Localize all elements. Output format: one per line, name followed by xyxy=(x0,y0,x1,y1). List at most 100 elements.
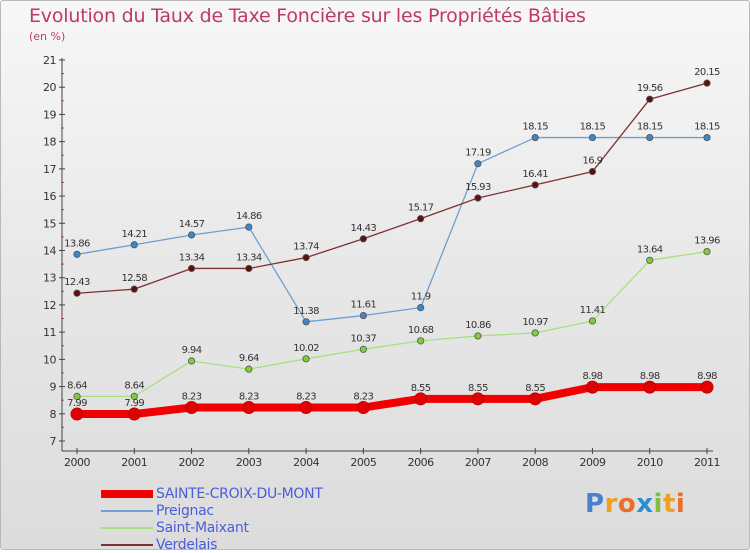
data-label: 13.96 xyxy=(694,236,720,247)
series-preignac: 13.86 14.21 14.57 14.86 11.38 11.61 11.9 17.19 1… xyxy=(64,122,721,326)
logo-letter: i xyxy=(675,489,686,519)
y-tick-label: 21 xyxy=(43,54,56,67)
data-label: 7.99 xyxy=(67,398,87,409)
data-label: 13.34 xyxy=(179,252,205,263)
data-label: 13.86 xyxy=(64,238,90,249)
data-label: 18.15 xyxy=(580,122,606,133)
data-point xyxy=(531,133,539,142)
data-point xyxy=(302,318,310,326)
x-tick-label: 2007 xyxy=(465,456,491,469)
y-tick-label: 10 xyxy=(43,353,56,366)
y-tick-label: 19 xyxy=(43,108,56,121)
legend-label: Preignac xyxy=(156,502,214,519)
data-label: 8.98 xyxy=(640,371,660,382)
legend-swatch xyxy=(101,543,153,546)
data-point xyxy=(245,365,253,373)
data-point xyxy=(703,247,711,256)
series-verdelais: 12.43 12.58 13.34 13.34 13.74 14.43 15.17 15.93… xyxy=(64,67,721,297)
data-point xyxy=(646,256,654,264)
data-point xyxy=(73,250,81,258)
data-label: 11.38 xyxy=(293,306,319,317)
data-label: 8.23 xyxy=(182,392,202,403)
data-label: 10.97 xyxy=(522,317,548,328)
data-label: 12.58 xyxy=(121,273,147,284)
data-label: 14.57 xyxy=(179,219,205,230)
data-label: 8.23 xyxy=(353,392,373,403)
legend-swatch xyxy=(101,489,153,498)
y-tick-label: 14 xyxy=(43,245,56,258)
data-label: 11.41 xyxy=(580,305,606,316)
data-label: 7.99 xyxy=(124,398,144,409)
data-point xyxy=(528,392,542,406)
x-tick-label: 2004 xyxy=(293,456,319,469)
data-label: 10.68 xyxy=(408,325,434,336)
data-point xyxy=(588,317,597,325)
proxiti-logo: Proxiti xyxy=(585,489,685,519)
line-chart: 7 8 9 10 11 12 13 14 15 16 17 18 19 20 21 2000 2001 2002 2… xyxy=(43,54,721,469)
logo-letter: i xyxy=(653,489,663,519)
data-point xyxy=(703,133,711,142)
legend-item: Preignac xyxy=(101,502,323,519)
data-label: 11.9 xyxy=(411,292,431,303)
series-saint-maixant: 8.64 8.64 9.94 9.64 10.02 10.37 10.68 10.86 10.9… xyxy=(67,236,721,400)
y-tick-label: 15 xyxy=(43,217,56,230)
data-label: 8.64 xyxy=(124,380,144,391)
x-tick-label: 2008 xyxy=(522,456,548,469)
x-tick-label: 2001 xyxy=(121,456,147,469)
logo-letter: P xyxy=(585,489,605,519)
data-label: 12.43 xyxy=(64,277,90,288)
x-tick-label: 2000 xyxy=(64,456,90,469)
chart-subtitle: (en %) xyxy=(29,30,66,43)
logo-letter: t xyxy=(662,489,676,519)
data-point xyxy=(242,401,256,415)
data-label: 8.55 xyxy=(468,383,488,394)
data-point xyxy=(359,311,367,320)
y-tick-label: 8 xyxy=(50,408,57,421)
data-point xyxy=(130,241,138,249)
data-point xyxy=(187,357,196,365)
data-label: 13.64 xyxy=(637,244,663,255)
data-point xyxy=(703,79,711,87)
data-point xyxy=(73,289,81,297)
logo-letter: x xyxy=(636,489,654,519)
data-label: 13.74 xyxy=(293,242,319,253)
data-label: 8.98 xyxy=(697,371,717,382)
logo-letter: o xyxy=(617,489,637,519)
data-label: 14.21 xyxy=(121,229,147,240)
data-point xyxy=(73,392,81,400)
data-point xyxy=(414,392,428,406)
legend-label: Verdelais xyxy=(156,536,218,553)
series-line xyxy=(73,383,711,419)
logo-letter: r xyxy=(604,489,618,519)
data-point xyxy=(417,215,425,223)
data-label: 8.55 xyxy=(525,383,545,394)
data-label: 13.34 xyxy=(236,252,262,263)
data-label: 20.15 xyxy=(694,67,720,78)
y-tick-label: 20 xyxy=(43,81,56,94)
legend-item: Saint-Maixant xyxy=(101,519,323,536)
x-tick-label: 2009 xyxy=(579,456,605,469)
data-point xyxy=(70,407,84,421)
data-label: 16.41 xyxy=(522,169,548,180)
y-tick-label: 17 xyxy=(43,163,56,176)
data-point xyxy=(356,401,370,415)
y-tick-label: 13 xyxy=(43,272,56,285)
x-tick-label: 2011 xyxy=(694,456,720,469)
x-tick-label: 2005 xyxy=(350,456,376,469)
legend: SAINTE-CROIX-DU-MONT Preignac Saint-Maixan… xyxy=(101,485,323,553)
data-point xyxy=(417,337,425,345)
data-label: 8.23 xyxy=(239,392,259,403)
data-point xyxy=(299,401,313,415)
data-label: 11.61 xyxy=(351,300,377,311)
data-point xyxy=(474,160,482,168)
y-tick-label: 11 xyxy=(43,326,56,339)
legend-item: Verdelais xyxy=(101,536,323,553)
x-tick-label: 2006 xyxy=(408,456,434,469)
data-point xyxy=(187,231,196,239)
y-tick-label: 16 xyxy=(43,190,56,203)
data-point xyxy=(245,264,253,273)
data-point xyxy=(646,95,654,103)
series-line xyxy=(76,136,708,323)
data-label: 19.56 xyxy=(637,83,663,94)
